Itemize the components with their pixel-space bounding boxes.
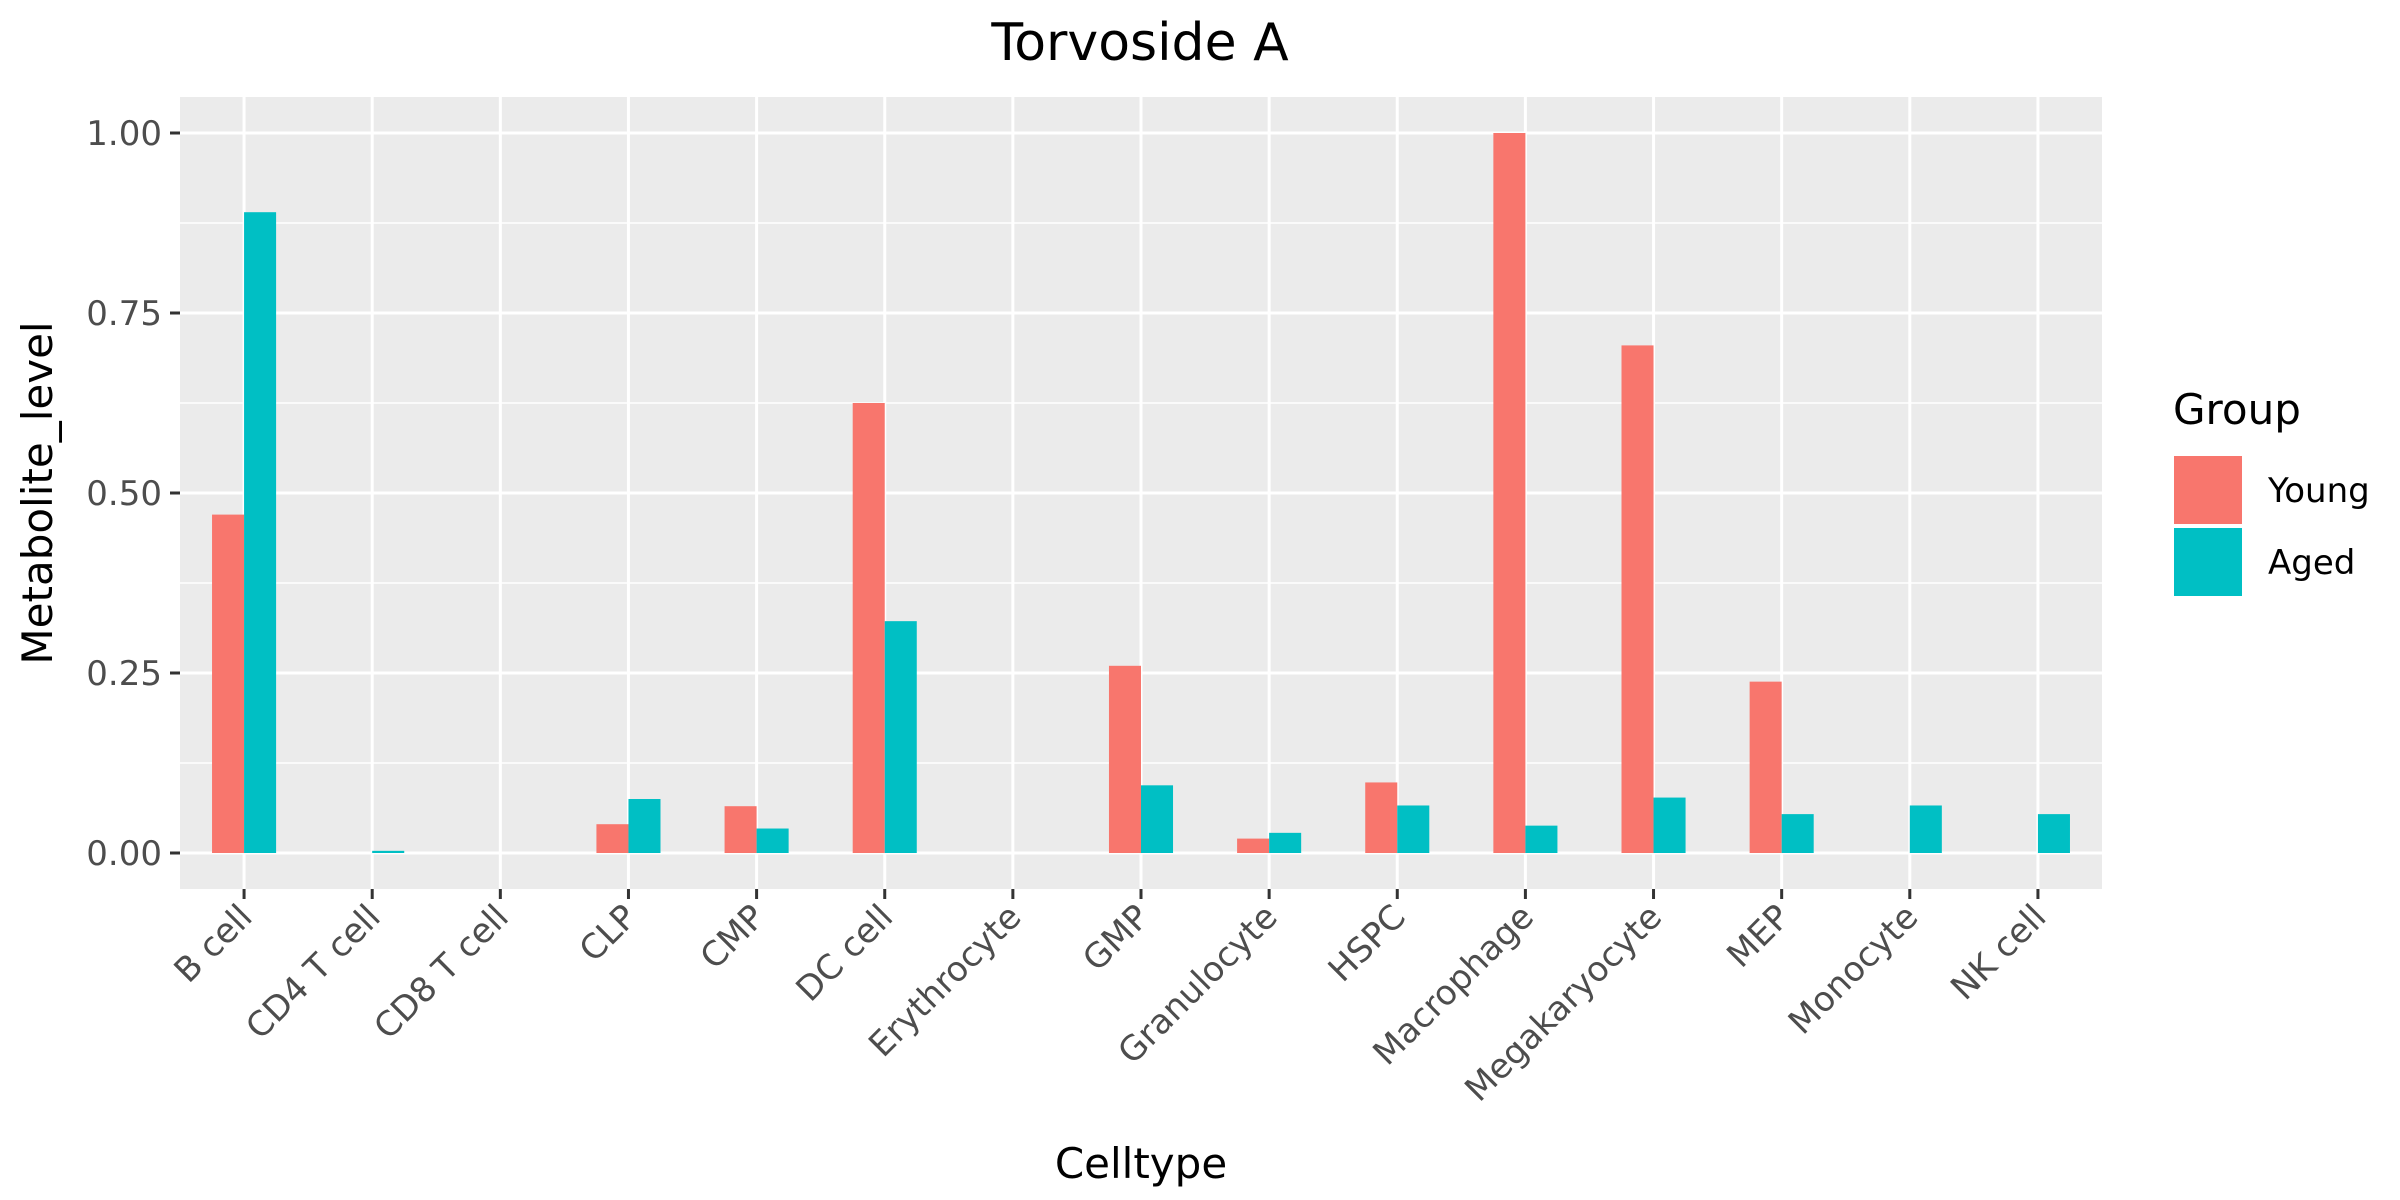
bar-aged — [1269, 832, 1302, 853]
x-tick-label: NK cell — [1943, 897, 2054, 1008]
bar-aged — [628, 799, 661, 853]
bar-young — [1365, 782, 1398, 853]
bar-aged — [372, 850, 405, 853]
bar-young — [212, 514, 245, 853]
x-tick-label: B cell — [167, 897, 261, 991]
bar-aged — [756, 828, 789, 853]
x-tick-label: CLP — [572, 897, 645, 970]
bar-young — [1108, 665, 1141, 853]
legend-label: Aged — [2268, 543, 2355, 583]
bar-young — [1621, 345, 1654, 853]
bar-aged — [2037, 814, 2070, 853]
x-tick-label: CD4 T cell — [238, 897, 388, 1047]
x-tick-label: Monocyte — [1781, 897, 1926, 1042]
x-tick-label: DC cell — [789, 897, 902, 1010]
x-tick-label: HSPC — [1321, 897, 1414, 990]
bar-aged — [1525, 825, 1558, 853]
x-axis-title: Celltype — [1055, 1139, 1227, 1188]
y-axis: 0.00 0.25 0.50 0.75 1.00 — [86, 114, 180, 874]
legend: Group Young Aged — [2173, 385, 2370, 596]
legend-key-young — [2174, 456, 2242, 524]
y-tick-label: 0.50 — [86, 474, 162, 514]
bar-young — [852, 403, 885, 853]
y-axis-title: Metabolite_level — [13, 321, 62, 664]
bar-young — [596, 824, 629, 853]
bar-aged — [244, 212, 277, 853]
bar-young — [724, 806, 757, 853]
bars — [212, 133, 2070, 853]
chart-title: Torvoside A — [990, 13, 1289, 73]
legend-key-aged — [2174, 528, 2242, 596]
bar-aged — [884, 621, 917, 853]
y-tick-label: 1.00 — [86, 114, 162, 154]
bar-young — [1237, 838, 1270, 853]
bar-aged — [1781, 814, 1814, 853]
y-tick-label: 0.25 — [86, 654, 162, 694]
x-tick-label: CD8 T cell — [366, 897, 516, 1047]
y-tick-label: 0.00 — [86, 834, 162, 874]
bar-young — [1493, 133, 1526, 853]
bar-young — [1749, 681, 1782, 853]
legend-title: Group — [2173, 385, 2301, 434]
bar-aged — [1653, 797, 1686, 853]
bar-aged — [1397, 805, 1430, 853]
legend-label: Young — [2267, 471, 2370, 511]
x-tick-label: MEP — [1719, 897, 1798, 976]
bar-aged — [1909, 805, 1942, 853]
y-tick-label: 0.75 — [86, 294, 162, 334]
x-tick-label: CMP — [693, 897, 773, 977]
x-tick-label: GMP — [1075, 897, 1157, 979]
bar-aged — [1141, 785, 1174, 853]
